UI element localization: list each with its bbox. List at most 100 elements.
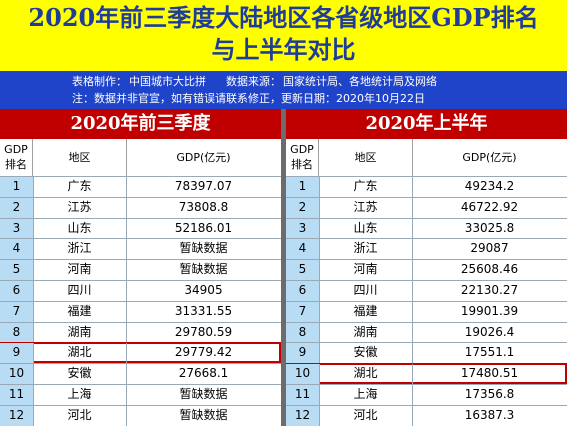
table-row: 4 浙江 暂缺数据 bbox=[0, 238, 281, 260]
table-row: 11 上海 17356.8 bbox=[286, 383, 567, 405]
region-cell: 四川 bbox=[319, 280, 413, 301]
table-row: 3 山东 33025.8 bbox=[286, 217, 567, 239]
region-column-header: 地区 bbox=[33, 139, 127, 176]
table-row: 10 安徽 27668.1 bbox=[0, 363, 281, 384]
left-column-header: GDP排名 地区 GDP(亿元) bbox=[0, 139, 281, 176]
region-cell: 山东 bbox=[33, 218, 127, 239]
rank-cell: 4 bbox=[286, 239, 320, 260]
gdp-cell: 52186.01 bbox=[174, 220, 233, 235]
gdp-cell: 31331.55 bbox=[174, 303, 233, 318]
info-note: 注：数据并非官宣，如有错误请联系修正，更新日期：2020年10月22日 bbox=[72, 92, 425, 105]
rank-cell: 8 bbox=[286, 322, 320, 343]
rank-cell: 8 bbox=[0, 322, 34, 343]
table-row: 6 四川 22130.27 bbox=[286, 279, 567, 301]
rank-cell: 1 bbox=[0, 177, 34, 197]
gdp-cell: 17551.1 bbox=[464, 345, 515, 360]
rank-cell: 10 bbox=[0, 364, 34, 384]
gdp-cell: 22130.27 bbox=[460, 282, 519, 297]
table-row: 1 广东 78397.07 bbox=[0, 176, 281, 197]
rank-cell: 5 bbox=[0, 260, 34, 280]
rank-cell: 2 bbox=[286, 197, 320, 218]
table-row: 1 广东 49234.2 bbox=[286, 176, 567, 197]
rank-cell: 11 bbox=[0, 384, 34, 405]
rank-cell: 7 bbox=[0, 301, 34, 322]
gdp-cell: 27668.1 bbox=[178, 366, 229, 381]
gdp-column-header: GDP(亿元) bbox=[462, 151, 517, 164]
region-cell: 安徽 bbox=[319, 343, 413, 364]
gdp-cell: 暂缺数据 bbox=[179, 386, 228, 401]
gdp-cell: 34905 bbox=[184, 282, 223, 297]
region-cell: 河南 bbox=[319, 260, 413, 280]
gdp-cell: 49234.2 bbox=[464, 179, 515, 193]
table-row: 5 河南 暂缺数据 bbox=[0, 259, 281, 280]
table-row: 12 河北 暂缺数据 bbox=[0, 404, 281, 426]
table-row: 9 安徽 17551.1 bbox=[286, 342, 567, 364]
gdp-cell: 29780.59 bbox=[174, 324, 233, 339]
rank-cell: 6 bbox=[0, 280, 34, 301]
region-cell: 浙江 bbox=[319, 239, 413, 260]
right-table-title: 2020年上半年 bbox=[286, 109, 567, 139]
rank-cell: 3 bbox=[286, 218, 320, 239]
region-cell: 河南 bbox=[33, 260, 127, 280]
gdp-cell: 29087 bbox=[470, 241, 509, 256]
page-title-line1: 2020年前三季度大陆地区各省级地区GDP排名 bbox=[28, 3, 539, 32]
rank-cell: 10 bbox=[286, 364, 320, 384]
rank-cell: 4 bbox=[0, 239, 34, 260]
table-row: 2 江苏 46722.92 bbox=[286, 196, 567, 218]
region-cell: 河北 bbox=[319, 405, 413, 426]
region-cell: 山东 bbox=[319, 218, 413, 239]
rank-cell: 5 bbox=[286, 260, 320, 280]
gdp-column-header: GDP(亿元) bbox=[176, 151, 231, 164]
rank-column-header: GDP排名 bbox=[0, 139, 33, 176]
rank-cell: 12 bbox=[286, 405, 320, 426]
region-cell: 安徽 bbox=[33, 364, 127, 384]
rank-cell: 9 bbox=[286, 343, 320, 364]
region-cell: 福建 bbox=[319, 301, 413, 322]
left-table: 2020年前三季度 GDP排名 地区 GDP(亿元) 1 广东 78397.07 2 江… bbox=[0, 109, 281, 426]
region-cell: 河北 bbox=[33, 405, 127, 426]
region-cell: 广东 bbox=[319, 177, 413, 197]
info-band: 表格制作： 中国城市大比拼 数据来源： 国家统计局、各地统计局及网络 注：数据并非官宣… bbox=[0, 71, 567, 109]
table-row: 8 湖南 29780.59 bbox=[0, 321, 281, 343]
gdp-cell: 19901.39 bbox=[460, 303, 519, 318]
gdp-cell: 25608.46 bbox=[460, 262, 519, 277]
right-table-body: 1 广东 49234.2 2 江苏 46722.92 3 山东 33025.8 4 浙江 29087 5… bbox=[286, 176, 567, 426]
gdp-cell: 19026.4 bbox=[464, 324, 515, 339]
rank-cell: 3 bbox=[0, 218, 34, 239]
gdp-cell: 暂缺数据 bbox=[179, 407, 228, 422]
gdp-cell: 78397.07 bbox=[174, 179, 233, 193]
source-label: 数据来源： bbox=[226, 75, 281, 88]
gdp-cell: 29779.42 bbox=[174, 345, 233, 360]
rank-cell: 9 bbox=[0, 343, 34, 364]
region-cell: 上海 bbox=[33, 384, 127, 405]
region-cell: 福建 bbox=[33, 301, 127, 322]
table-row: 5 河南 25608.46 bbox=[286, 259, 567, 280]
rank-cell: 11 bbox=[286, 384, 320, 405]
right-table: 2020年上半年 GDP排名 地区 GDP(亿元) 1 广东 49234.2 2 江苏 4… bbox=[286, 109, 567, 426]
left-table-body: 1 广东 78397.07 2 江苏 73808.8 3 山东 52186.01 4 浙江 暂缺数据 5… bbox=[0, 176, 281, 426]
rank-column-header: GDP排名 bbox=[286, 139, 319, 176]
table-row: 8 湖南 19026.4 bbox=[286, 321, 567, 343]
source-value: 国家统计局、各地统计局及网络 bbox=[283, 75, 437, 88]
rank-cell: 7 bbox=[286, 301, 320, 322]
title-band: 2020年前三季度大陆地区各省级地区GDP排名 与上半年对比 bbox=[0, 0, 567, 71]
rank-cell: 1 bbox=[286, 177, 320, 197]
table-row: 3 山东 52186.01 bbox=[0, 217, 281, 239]
table-row: 11 上海 暂缺数据 bbox=[0, 383, 281, 405]
right-column-header: GDP排名 地区 GDP(亿元) bbox=[286, 139, 567, 176]
table-row: 6 四川 34905 bbox=[0, 279, 281, 301]
page-title-line2: 与上半年对比 bbox=[211, 35, 356, 64]
region-cell: 湖北 bbox=[33, 343, 127, 364]
table-row: 7 福建 31331.55 bbox=[0, 300, 281, 322]
region-cell: 上海 bbox=[319, 384, 413, 405]
gdp-cell: 16387.3 bbox=[464, 407, 515, 422]
table-row: 4 浙江 29087 bbox=[286, 238, 567, 260]
rank-cell: 6 bbox=[286, 280, 320, 301]
region-cell: 湖南 bbox=[33, 322, 127, 343]
region-column-header: 地区 bbox=[319, 139, 413, 176]
info-line1: 表格制作： 中国城市大比拼 数据来源： 国家统计局、各地统计局及网络 bbox=[72, 73, 439, 90]
region-cell: 广东 bbox=[33, 177, 127, 197]
gdp-cell: 17480.51 bbox=[460, 366, 519, 381]
table-row: 7 福建 19901.39 bbox=[286, 300, 567, 322]
